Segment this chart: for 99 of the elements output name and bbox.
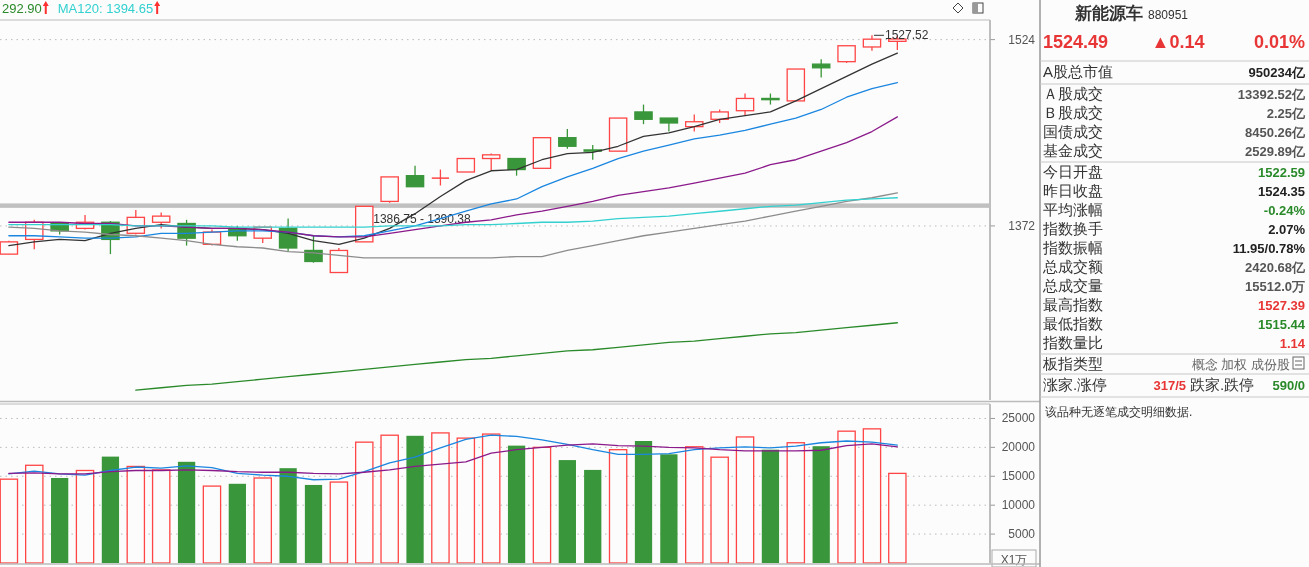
bar — [151, 469, 171, 564]
bar — [456, 437, 476, 564]
bar — [558, 460, 576, 563]
text: 今日开盘 — [1043, 163, 1103, 180]
text: 总成交量 — [1042, 277, 1103, 294]
text: 0.01% — [1253, 32, 1305, 52]
bar — [354, 441, 374, 564]
text: 板指类型 — [1042, 355, 1103, 372]
text: 昨日收盘 — [1043, 182, 1103, 199]
y-tick-label: 5000 — [1008, 527, 1036, 542]
text: 国债成交 — [1043, 123, 1103, 140]
y-tick-label: 25000 — [1001, 411, 1036, 426]
annotation: 1527.52 — [884, 28, 929, 43]
bar — [532, 446, 552, 564]
bar — [608, 449, 628, 564]
candlestick — [735, 92, 755, 117]
text: 2420.68亿 — [1245, 260, 1306, 275]
text: 1522.59 — [1258, 165, 1305, 180]
bar — [51, 478, 69, 563]
text: 指数换手 — [1042, 220, 1103, 237]
text: 11.95/0.78% — [1232, 241, 1306, 256]
text: 最高指数 — [1043, 296, 1103, 313]
bar — [786, 442, 806, 564]
bar — [304, 484, 323, 563]
text: 概念 加权 成份股 — [1191, 357, 1290, 372]
candlestick — [811, 58, 831, 79]
bar — [202, 485, 222, 564]
text: 指数量比 — [1042, 334, 1103, 351]
line-series — [8, 443, 898, 475]
text: 15512.0万 — [1245, 279, 1305, 294]
y-tick-label: 1372 — [1008, 218, 1036, 233]
text: 590/0 — [1272, 378, 1305, 393]
text: 总成交额 — [1042, 258, 1103, 275]
y-tick-label: 10000 — [1001, 498, 1036, 513]
text: 1524.35 — [1258, 184, 1305, 199]
text: 2529.89亿 — [1245, 144, 1306, 159]
y-tick-label: 1524 — [1008, 32, 1036, 47]
text: 最低指数 — [1043, 315, 1103, 332]
text: Ａ股成交 — [1043, 85, 1103, 102]
text: 950234亿 — [1248, 65, 1306, 80]
bar — [24, 464, 44, 564]
bar — [837, 430, 856, 564]
bar — [888, 472, 907, 564]
bar — [177, 461, 196, 563]
text: -0.24% — [1263, 203, 1306, 218]
bar — [584, 469, 602, 563]
bar — [101, 456, 120, 563]
candlestick — [405, 165, 425, 188]
bar — [862, 428, 882, 564]
text: ▲0.14 — [1151, 32, 1205, 52]
bar — [735, 436, 755, 564]
text: MA120: 1394.65 — [57, 1, 154, 16]
text: 跌家.跌停 — [1190, 376, 1255, 393]
text: 2.07% — [1268, 222, 1306, 237]
text: Ｂ股成交 — [1043, 104, 1103, 121]
candlestick — [329, 247, 349, 274]
bar — [126, 465, 146, 564]
bar — [253, 477, 273, 564]
bar — [481, 433, 501, 564]
bar — [0, 478, 19, 564]
text: 13392.52亿 — [1237, 87, 1306, 102]
text: 1524.49 — [1043, 32, 1109, 52]
candlestick — [634, 103, 653, 125]
candlestick — [558, 128, 577, 150]
text: 317/5 — [1153, 378, 1186, 393]
text: 新能源车 — [1074, 4, 1143, 23]
bar — [279, 468, 297, 563]
y-tick-label: 20000 — [1001, 440, 1036, 455]
text: 8450.26亿 — [1245, 125, 1306, 140]
bar — [660, 454, 678, 563]
y-tick-label: 15000 — [1001, 469, 1036, 484]
text: 平均涨幅 — [1043, 201, 1103, 218]
bar — [329, 481, 349, 564]
line-series — [135, 322, 898, 391]
text: 指数振幅 — [1042, 239, 1103, 256]
bar — [761, 449, 780, 563]
line-series — [8, 434, 898, 481]
text: 该品种无逐笔成交明细数据. — [1045, 405, 1193, 419]
bar — [228, 483, 246, 563]
bar — [812, 446, 830, 563]
bar — [684, 446, 704, 564]
bar — [406, 435, 424, 563]
bar — [634, 441, 653, 563]
text: 1527.39 — [1258, 298, 1305, 313]
text: A股总市值 — [1043, 63, 1114, 80]
text: 1515.44 — [1258, 317, 1306, 332]
text: 880951 — [1148, 8, 1189, 22]
text: 2.25亿 — [1266, 106, 1306, 121]
text: 292.90 — [2, 1, 42, 16]
y-axis-title: X1万 — [1000, 553, 1028, 567]
bar — [380, 434, 399, 564]
bar — [75, 469, 95, 564]
bar — [507, 445, 526, 563]
text: 涨家.涨停 — [1043, 376, 1108, 393]
bar — [431, 432, 450, 564]
text: 1.14 — [1279, 336, 1306, 351]
text: 基金成交 — [1043, 142, 1103, 159]
bar — [710, 456, 729, 564]
candlestick — [304, 235, 323, 264]
